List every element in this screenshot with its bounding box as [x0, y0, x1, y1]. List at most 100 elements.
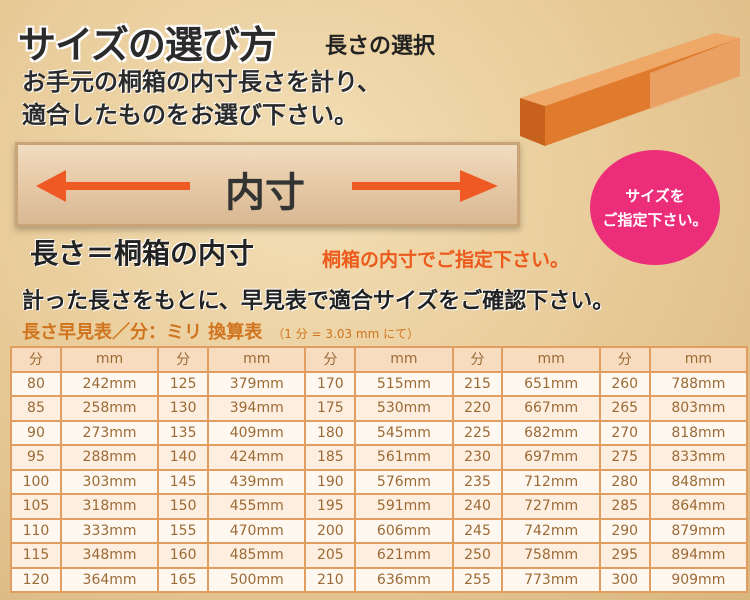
mm-cell: 697mm	[501, 444, 601, 471]
table-row: 80 242mm 125 379mm 170 515mm 215 651mm 260 788mm	[10, 370, 749, 397]
bu-cell: 145	[157, 468, 210, 495]
bu-cell: 150	[157, 493, 210, 520]
length-heading: 長さ＝桐箱の内寸	[30, 237, 255, 270]
mm-cell: 909mm	[648, 566, 749, 593]
mm-cell: 242mm	[59, 370, 160, 397]
mm-cell: 712mm	[501, 468, 601, 495]
lead-line: お手元の桐箱の内寸長さを計り、	[22, 68, 382, 96]
bu-cell: 245	[451, 517, 504, 544]
mm-cell: 409mm	[207, 419, 307, 446]
bu-cell: 90	[10, 419, 62, 446]
length-heading-note: 桐箱の内寸でご指定下さい。	[322, 249, 570, 271]
arrowhead-right-icon	[460, 170, 498, 202]
mm-cell: 470mm	[207, 517, 307, 544]
mm-cell: 258mm	[59, 395, 160, 422]
column-header: mm	[648, 346, 749, 373]
bu-cell: 140	[157, 444, 210, 471]
table-row: 110 333mm 155 470mm 200 606mm 245 742mm 290 879mm	[10, 517, 749, 544]
badge-line: ご指定下さい。	[602, 210, 708, 229]
mm-cell: 636mm	[354, 566, 454, 593]
bu-cell: 100	[10, 468, 62, 495]
mm-cell: 348mm	[59, 542, 160, 569]
table-header-row: 分 mm 分 mm 分 mm 分 mm 分 mm	[10, 346, 749, 373]
mm-cell: 530mm	[354, 395, 454, 422]
mm-cell: 818mm	[648, 419, 749, 446]
mm-cell: 515mm	[354, 370, 454, 397]
mm-cell: 894mm	[648, 542, 749, 569]
bu-cell: 120	[10, 566, 62, 593]
badge-line: サイズを	[625, 186, 685, 205]
mm-cell: 288mm	[59, 444, 160, 471]
bu-cell: 270	[598, 419, 651, 446]
mm-cell: 727mm	[501, 493, 601, 520]
mm-cell: 545mm	[354, 419, 454, 446]
bu-cell: 235	[451, 468, 504, 495]
bu-cell: 80	[10, 370, 62, 397]
lead-line: 適合したものをお選び下さい。	[22, 101, 358, 129]
inner-dimension-label: 内寸	[225, 170, 305, 216]
box-image	[520, 33, 740, 146]
bu-cell: 285	[598, 493, 651, 520]
bu-cell: 200	[304, 517, 357, 544]
mm-cell: 621mm	[354, 542, 454, 569]
bu-cell: 225	[451, 419, 504, 446]
bu-cell: 255	[451, 566, 504, 593]
bu-cell: 110	[10, 517, 62, 544]
mm-cell: 667mm	[501, 395, 601, 422]
bu-cell: 190	[304, 468, 357, 495]
mm-cell: 803mm	[648, 395, 749, 422]
mm-cell: 576mm	[354, 468, 454, 495]
bu-cell: 230	[451, 444, 504, 471]
table-row: 90 273mm 135 409mm 180 545mm 225 682mm 270 818mm	[10, 419, 749, 446]
bu-cell: 165	[157, 566, 210, 593]
mm-cell: 561mm	[354, 444, 454, 471]
table-note: （1 分 = 3.03 mm にて）	[272, 327, 420, 341]
mm-cell: 333mm	[59, 517, 160, 544]
bu-cell: 280	[598, 468, 651, 495]
table-row: 105 318mm 150 455mm 195 591mm 240 727mm 285 864mm	[10, 493, 749, 520]
conversion-table: 分 mm 分 mm 分 mm 分 mm 分 mm 80 242mm 125 379mm 170 515mm 21…	[10, 346, 749, 593]
specify-size-badge: サイズを ご指定下さい。	[590, 150, 720, 265]
mm-cell: 318mm	[59, 493, 160, 520]
column-header: mm	[501, 346, 601, 373]
bu-cell: 135	[157, 419, 210, 446]
page-subtitle: 長さの選択	[325, 34, 436, 59]
mm-cell: 500mm	[207, 566, 307, 593]
bu-cell: 265	[598, 395, 651, 422]
mm-cell: 439mm	[207, 468, 307, 495]
arrow-left-icon	[60, 182, 190, 190]
bu-cell: 260	[598, 370, 651, 397]
instruction-text: 計った長さをもとに、早見表で適合サイズをご確認下さい。	[22, 289, 615, 314]
column-header: mm	[354, 346, 454, 373]
mm-cell: 591mm	[354, 493, 454, 520]
mm-cell: 651mm	[501, 370, 601, 397]
table-row: 100 303mm 145 439mm 190 576mm 235 712mm 280 848mm	[10, 468, 749, 495]
column-header: 分	[10, 346, 62, 373]
mm-cell: 606mm	[354, 517, 454, 544]
bu-cell: 275	[598, 444, 651, 471]
bu-cell: 205	[304, 542, 357, 569]
bu-cell: 115	[10, 542, 62, 569]
mm-cell: 364mm	[59, 566, 160, 593]
mm-cell: 273mm	[59, 419, 160, 446]
table-row: 115 348mm 160 485mm 205 621mm 250 758mm 295 894mm	[10, 542, 749, 569]
arrowhead-left-icon	[36, 170, 66, 202]
column-header: 分	[598, 346, 651, 373]
column-header: mm	[59, 346, 160, 373]
bu-cell: 155	[157, 517, 210, 544]
bu-cell: 295	[598, 542, 651, 569]
bu-cell: 125	[157, 370, 210, 397]
bu-cell: 160	[157, 542, 210, 569]
table-row: 85 258mm 130 394mm 175 530mm 220 667mm 265 803mm	[10, 395, 749, 422]
mm-cell: 773mm	[501, 566, 601, 593]
mm-cell: 788mm	[648, 370, 749, 397]
mm-cell: 394mm	[207, 395, 307, 422]
bu-cell: 180	[304, 419, 357, 446]
mm-cell: 848mm	[648, 468, 749, 495]
arrow-right-icon	[352, 182, 462, 190]
bu-cell: 130	[157, 395, 210, 422]
table-row: 120 364mm 165 500mm 210 636mm 255 773mm 300 909mm	[10, 566, 749, 593]
column-header: mm	[207, 346, 307, 373]
column-header: 分	[157, 346, 210, 373]
bu-cell: 250	[451, 542, 504, 569]
